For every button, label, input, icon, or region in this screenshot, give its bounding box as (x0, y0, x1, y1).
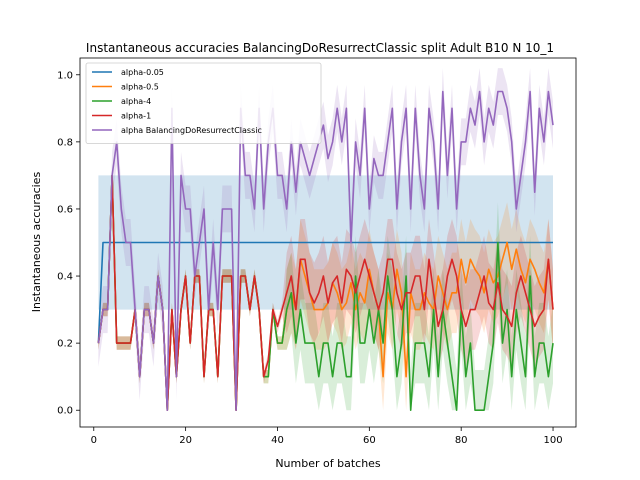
legend-label-alpha-balancingdoresurrectclassic: alpha BalancingDoResurrectClassic (121, 126, 262, 135)
legend-label-alpha-1: alpha-1 (121, 112, 151, 121)
series-lines (97, 90, 554, 412)
y-tick-label: 0.6 (57, 204, 73, 215)
x-tick-label: 40 (271, 435, 284, 446)
legend-label-alpha-0-5: alpha-0.5 (121, 83, 159, 92)
legend-label-alpha-4: alpha-4 (121, 97, 151, 106)
y-axis-label: Instantaneous accuracies (30, 172, 43, 313)
x-tick-label: 80 (455, 435, 468, 446)
legend: alpha-0.05 alpha-0.5 alpha-4 alpha-1 alpha B… (85, 62, 322, 144)
x-tick-label: 100 (543, 435, 562, 446)
y-tick-label: 0.4 (57, 272, 73, 283)
x-axis-label: Number of batches (275, 457, 381, 470)
x-tick-label: 20 (179, 435, 192, 446)
y-axis: 0.0 0.2 0.4 0.6 0.8 1.0 (57, 70, 80, 417)
y-tick-label: 1.0 (57, 70, 73, 81)
series-line-alpha-balancingdoresurrectclassic (97, 90, 554, 412)
y-tick-label: 0.0 (57, 406, 73, 417)
x-axis: 0 20 40 60 80 100 (91, 427, 563, 446)
y-tick-label: 0.2 (57, 339, 73, 350)
plot-frame (79, 57, 577, 428)
y-tick-label: 0.8 (57, 137, 73, 148)
legend-label-alpha-0-05: alpha-0.05 (121, 68, 164, 77)
chart-title: Instantaneous accuracies BalancingDoResu… (86, 41, 554, 55)
legend-box (85, 62, 322, 144)
series-line-alpha-1 (97, 174, 554, 412)
x-tick-label: 60 (363, 435, 376, 446)
x-tick-label: 0 (91, 435, 97, 446)
